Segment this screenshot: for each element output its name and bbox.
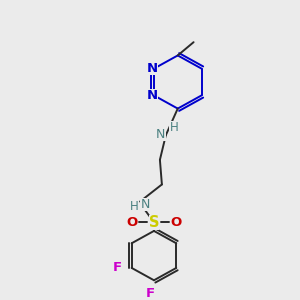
Text: H: H: [169, 121, 178, 134]
Text: N: N: [156, 128, 166, 141]
Text: S: S: [149, 215, 159, 230]
Text: N: N: [140, 198, 150, 211]
Text: F: F: [146, 287, 154, 300]
Text: H: H: [130, 200, 139, 213]
Text: O: O: [127, 216, 138, 229]
Text: N: N: [147, 89, 158, 102]
Text: F: F: [113, 261, 122, 274]
Text: O: O: [170, 216, 182, 229]
Text: N: N: [147, 62, 158, 75]
